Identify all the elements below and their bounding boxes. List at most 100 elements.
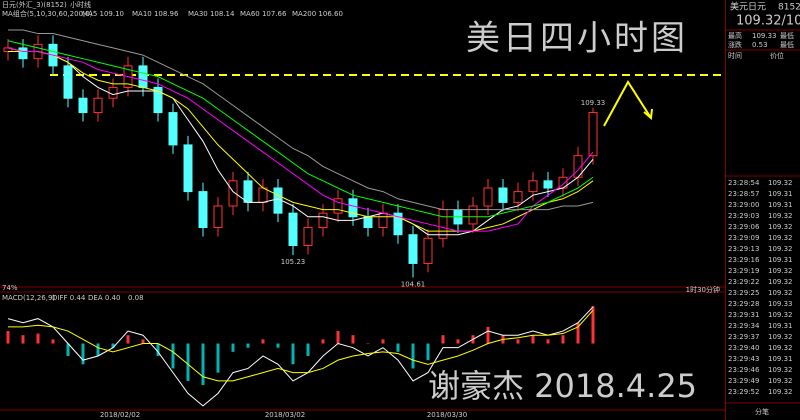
high-label: 109.33 — [581, 99, 606, 107]
tick-time: 23:29:31 — [728, 311, 759, 319]
candle-body — [183, 144, 193, 193]
tick-price: 109.32 — [768, 366, 793, 374]
quote-price: 109.32/10 — [736, 14, 800, 29]
macd-bar — [126, 335, 130, 344]
quote-footer: 分笔 — [755, 407, 769, 416]
tick-price: 109.32 — [768, 223, 793, 231]
tick-time: 23:29:00 — [728, 201, 759, 209]
candle-body — [303, 227, 313, 246]
candle-body — [213, 205, 223, 229]
macd-legend: DIFF 0.44 — [52, 294, 86, 302]
candle-body — [18, 47, 28, 60]
legend-entry: MA30 108.14 — [188, 10, 235, 18]
candle-body — [318, 212, 328, 229]
legend-entry: MA5 109.10 — [82, 10, 124, 18]
macd-bar — [321, 339, 325, 344]
candle-body — [138, 65, 148, 88]
candle-body — [468, 205, 478, 225]
macd-bar — [201, 343, 205, 386]
candle-body — [228, 180, 238, 207]
tick-time: 23:29:09 — [728, 234, 759, 242]
legend-entry: MA10 108.96 — [132, 10, 179, 18]
candle-body — [423, 237, 433, 264]
date-label: 2018/03/02 — [265, 411, 305, 419]
macd-bar — [336, 331, 340, 344]
macd-bar — [231, 343, 235, 352]
tick-time: 23:29:03 — [728, 212, 759, 220]
ma-line — [7, 47, 594, 232]
macd-bar — [51, 339, 55, 344]
macd-bar — [246, 343, 250, 348]
legend-entry: MA60 107.66 — [240, 10, 287, 18]
tick-time: 23:29:43 — [728, 355, 759, 363]
tick-time: 23:29:34 — [728, 322, 760, 330]
macd-bar — [426, 343, 430, 361]
tick-price: 109.32 — [768, 289, 793, 297]
macd-bar — [456, 339, 460, 344]
quote-field: 0.53 — [752, 41, 768, 49]
quote-field: 最低 — [780, 31, 794, 40]
macd-bar — [381, 339, 385, 344]
macd-bar — [36, 333, 40, 344]
tick-time: 23:29:52 — [728, 388, 759, 396]
tick-time: 23:29:46 — [728, 366, 760, 374]
date-label: 2018/02/02 — [100, 411, 140, 419]
forecast-arrow — [603, 80, 652, 127]
signature: 谢豪杰 2018.4.25 — [428, 367, 697, 405]
ma-line — [8, 51, 594, 232]
candle-body — [198, 191, 208, 229]
tick-price: 109.32 — [768, 234, 793, 242]
candle-body — [438, 209, 448, 239]
macd-line — [7, 306, 594, 407]
macd-bar — [576, 322, 580, 344]
arrow-head — [643, 108, 653, 120]
quote-field: 最高 — [728, 31, 742, 40]
tick-time: 23:28:57 — [728, 190, 759, 198]
tick-price: 109.32 — [768, 388, 793, 396]
candle-body — [393, 212, 403, 236]
candle-body — [258, 187, 268, 203]
symbol: 日元(外汇_3)(8152) — [2, 0, 67, 9]
macd-bar — [156, 343, 160, 356]
macd-bar — [276, 343, 280, 348]
macd-legend: DEA 0.40 — [88, 294, 120, 302]
macd-bar — [81, 343, 85, 365]
low-label: 105.23 — [281, 258, 306, 266]
tick-price: 109.32 — [768, 267, 793, 275]
macd-bar — [186, 343, 190, 381]
tick-time: 23:29:49 — [728, 377, 759, 385]
macd-bar — [591, 306, 595, 344]
macd-bar — [171, 343, 175, 369]
macd-bar — [21, 335, 25, 344]
candle-body — [378, 212, 388, 229]
macd-bar — [486, 326, 490, 344]
quote-field: 109.33 — [752, 32, 777, 40]
macd-bar — [561, 335, 565, 344]
macd-bar — [216, 343, 220, 373]
tick-time: 23:29:22 — [728, 278, 759, 286]
tick-price: 109.31 — [768, 190, 793, 198]
tick-price: 109.33 — [768, 300, 793, 308]
macd-bar — [516, 339, 520, 344]
quote-code: 8152 — [778, 3, 800, 13]
macd-bar — [66, 343, 70, 356]
macd-title: MACD(12,26,9) — [2, 294, 55, 302]
tick-price: 109.32 — [768, 333, 793, 341]
tick-price: 109.32 — [768, 245, 793, 253]
macd-bar — [96, 343, 100, 356]
annotation-title: 美日四小时图 — [466, 19, 688, 59]
tick-time: 23:29:16 — [728, 256, 760, 264]
macd-bar — [546, 339, 550, 344]
tick-price: 109.31 — [768, 201, 793, 209]
period: 小时线 — [70, 0, 91, 9]
candle-body — [483, 187, 493, 207]
tick-time: 23:29:13 — [728, 245, 759, 253]
candle-body — [288, 212, 298, 246]
macd-bar — [141, 339, 145, 344]
macd-bar — [531, 335, 535, 344]
scale-note: 74% — [2, 284, 18, 292]
candle-body — [153, 86, 163, 114]
macd-bar — [261, 339, 265, 344]
macd-bar — [291, 343, 295, 365]
